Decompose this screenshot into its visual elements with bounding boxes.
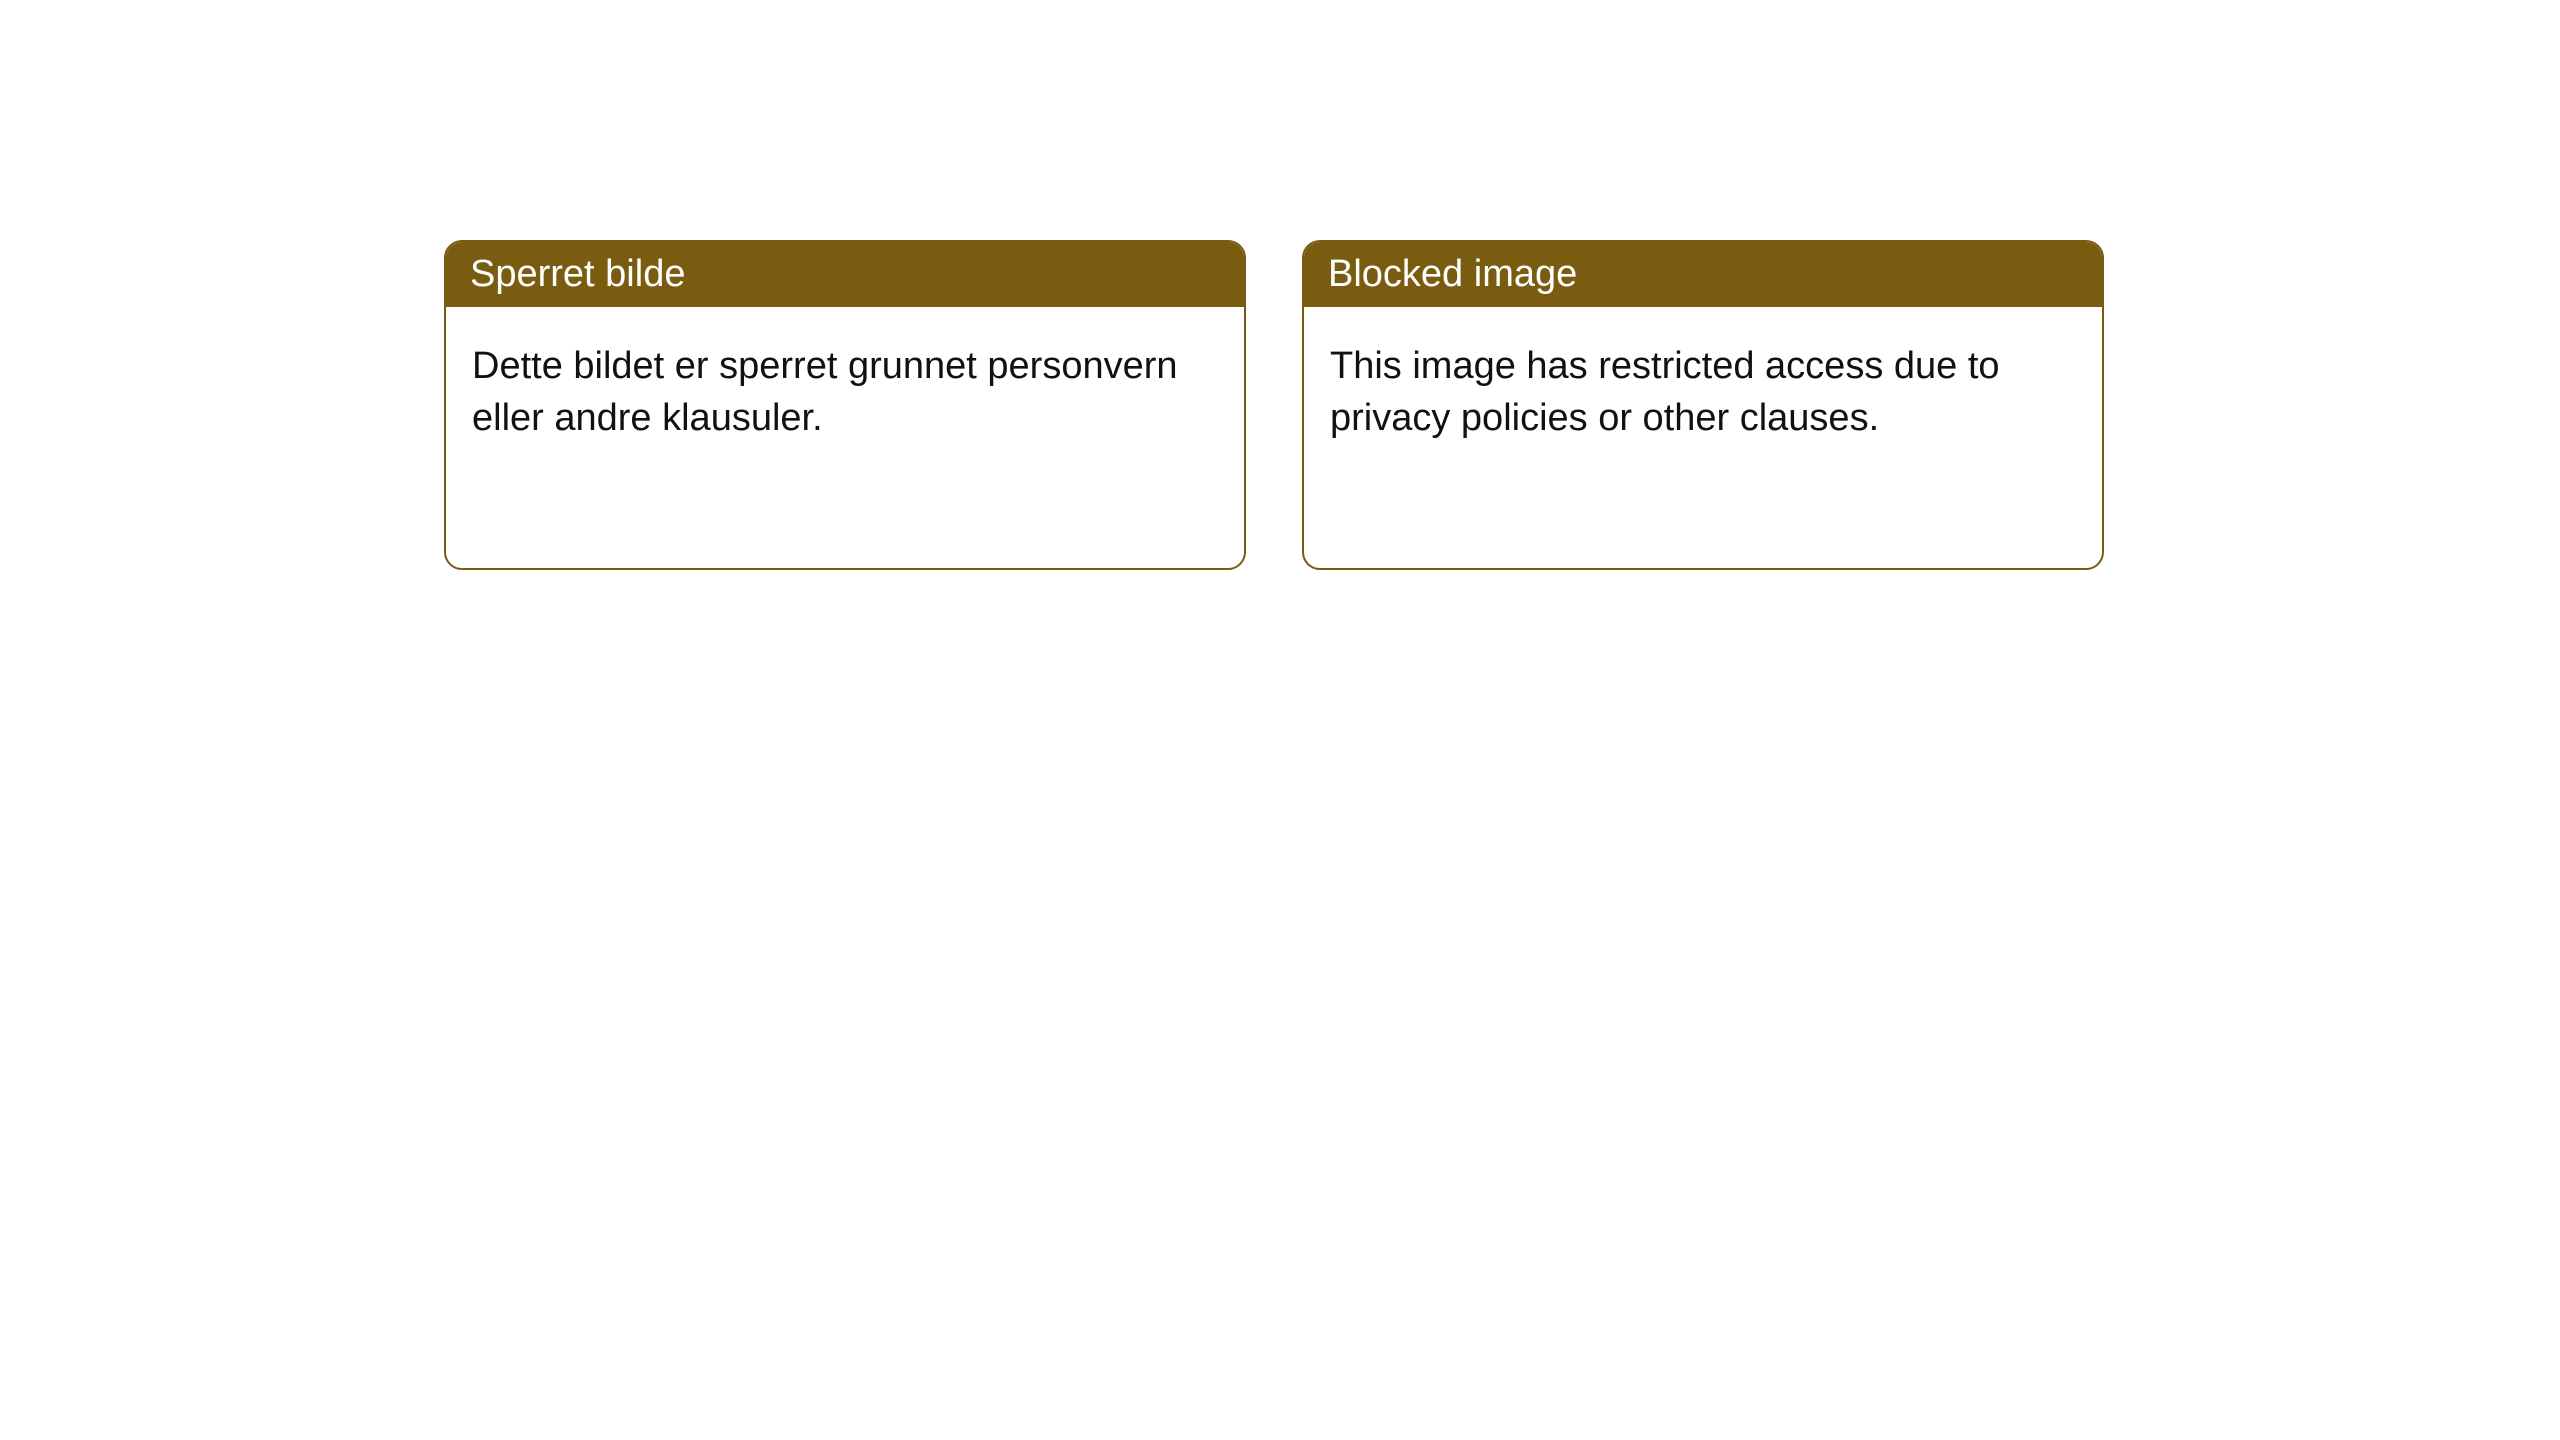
- blocked-image-card-en: Blocked image This image has restricted …: [1302, 240, 2104, 570]
- card-header-no: Sperret bilde: [446, 242, 1244, 307]
- card-header-en: Blocked image: [1304, 242, 2102, 307]
- blocked-image-card-no: Sperret bilde Dette bildet er sperret gr…: [444, 240, 1246, 570]
- card-body-no: Dette bildet er sperret grunnet personve…: [446, 307, 1244, 466]
- message-card-container: Sperret bilde Dette bildet er sperret gr…: [0, 0, 2560, 570]
- card-body-en: This image has restricted access due to …: [1304, 307, 2102, 466]
